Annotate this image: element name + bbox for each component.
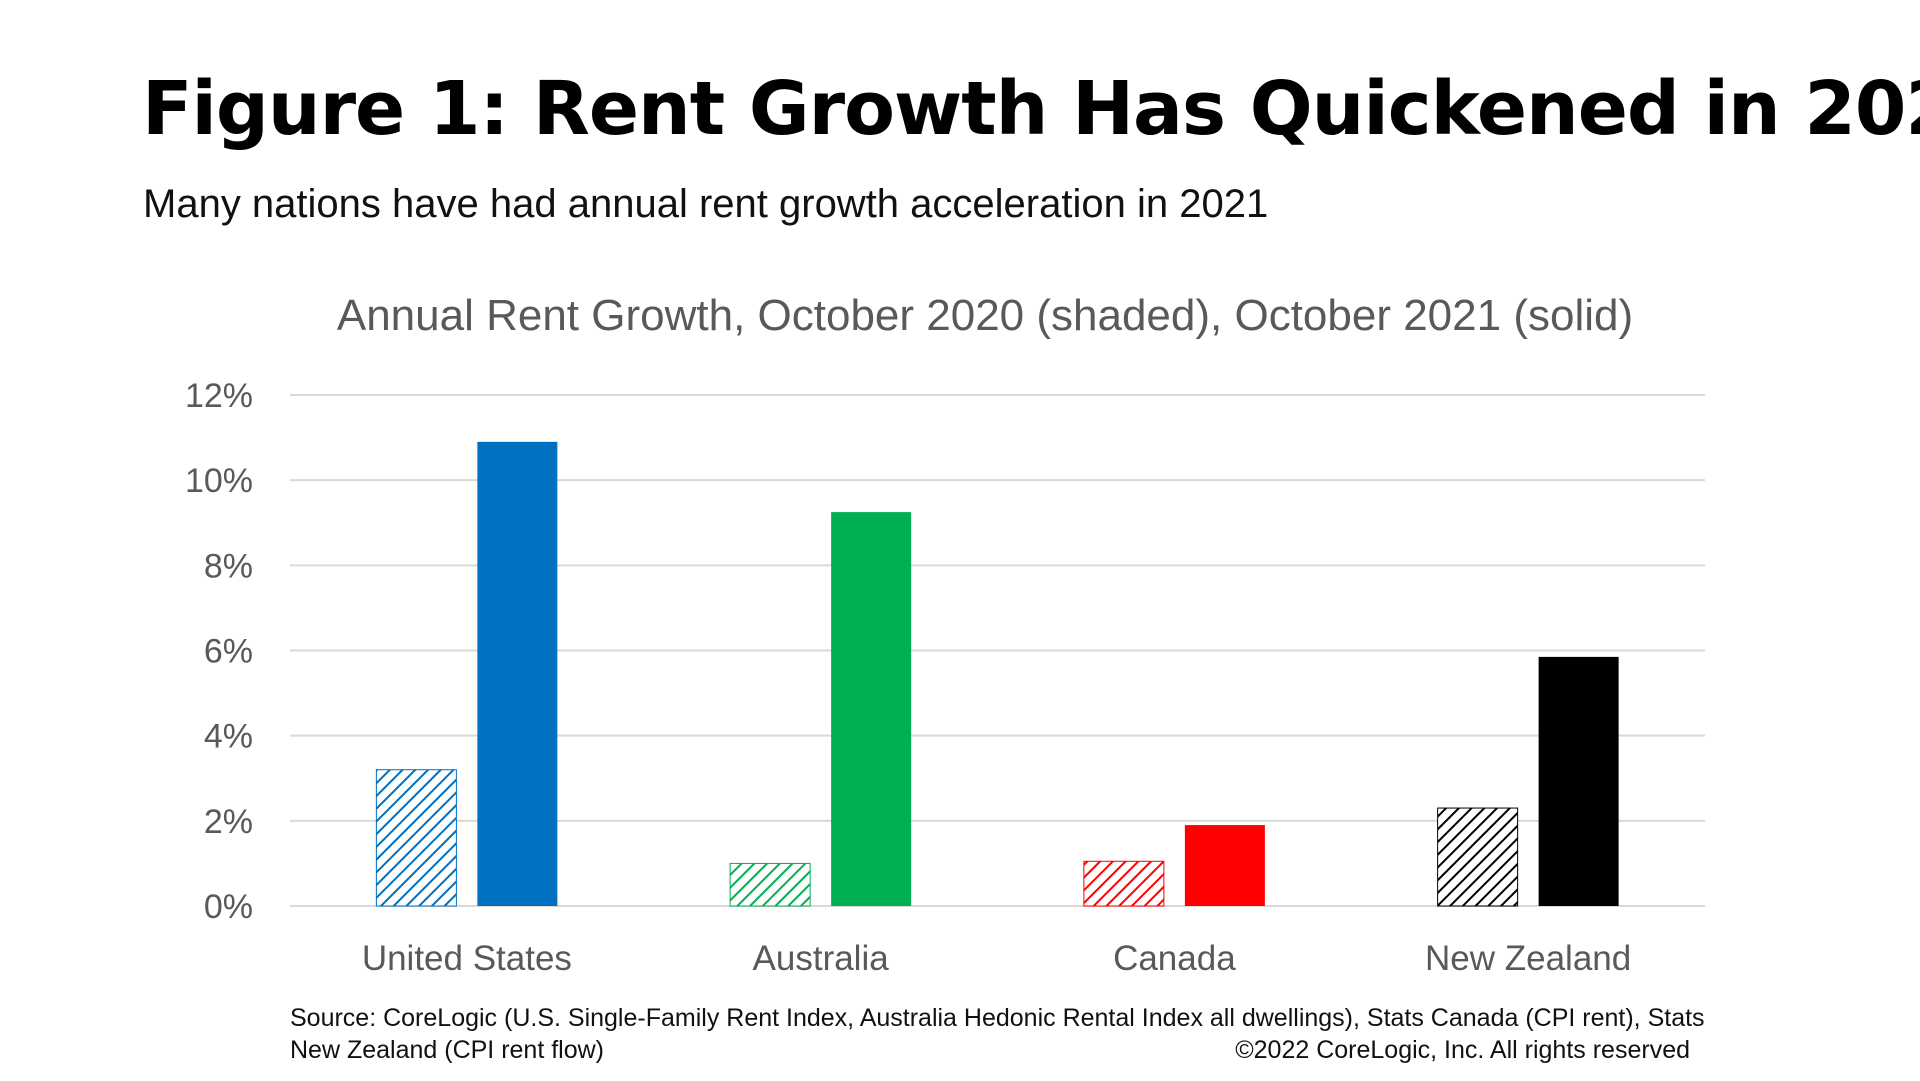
x-axis-category-labels: United States Australia Canada New Zealand	[362, 939, 1631, 978]
bar-oct-2020-united-states	[375, 769, 457, 907]
source-line-2: New Zealand (CPI rent flow)	[290, 1036, 605, 1064]
bar-oct-2021-new-zealand	[1538, 656, 1619, 906]
source-line-1: Source: CoreLogic (U.S. Single-Family Re…	[290, 1004, 1705, 1032]
y-tick-label: 10%	[185, 462, 253, 500]
bar-oct-2021-australia	[831, 512, 912, 906]
x-category-label: Canada	[1113, 939, 1236, 978]
x-category-label: New Zealand	[1425, 939, 1631, 978]
bars	[375, 441, 1619, 907]
y-tick-label: 2%	[204, 803, 253, 841]
bar-oct-2020-australia	[729, 862, 811, 907]
y-tick-label: 8%	[204, 547, 253, 585]
y-tick-label: 6%	[204, 633, 253, 671]
x-category-label: Australia	[753, 939, 890, 978]
source-note: Source: CoreLogic (U.S. Single-Family Re…	[290, 1002, 1705, 1066]
y-tick-label: 4%	[204, 718, 253, 756]
copyright-text: ©2022 CoreLogic, Inc. All rights reserve…	[1235, 1036, 1690, 1064]
chart-title: Annual Rent Growth, October 2020 (shaded…	[337, 291, 1633, 340]
bar-oct-2021-canada	[1184, 825, 1265, 906]
bar-oct-2021-united-states	[477, 441, 558, 906]
bar-oct-2020-canada	[1083, 860, 1165, 907]
y-tick-label: 0%	[204, 888, 253, 926]
figure-title: Figure 1: Rent Growth Has Quickened in 2…	[142, 66, 1920, 152]
y-axis-tick-labels: 0% 2% 4% 6% 8% 10% 12%	[185, 377, 253, 926]
x-category-label: United States	[362, 939, 572, 978]
y-tick-label: 12%	[185, 377, 253, 415]
bar-oct-2020-new-zealand	[1437, 807, 1519, 907]
figure-subtitle: Many nations have had annual rent growth…	[143, 182, 1269, 226]
